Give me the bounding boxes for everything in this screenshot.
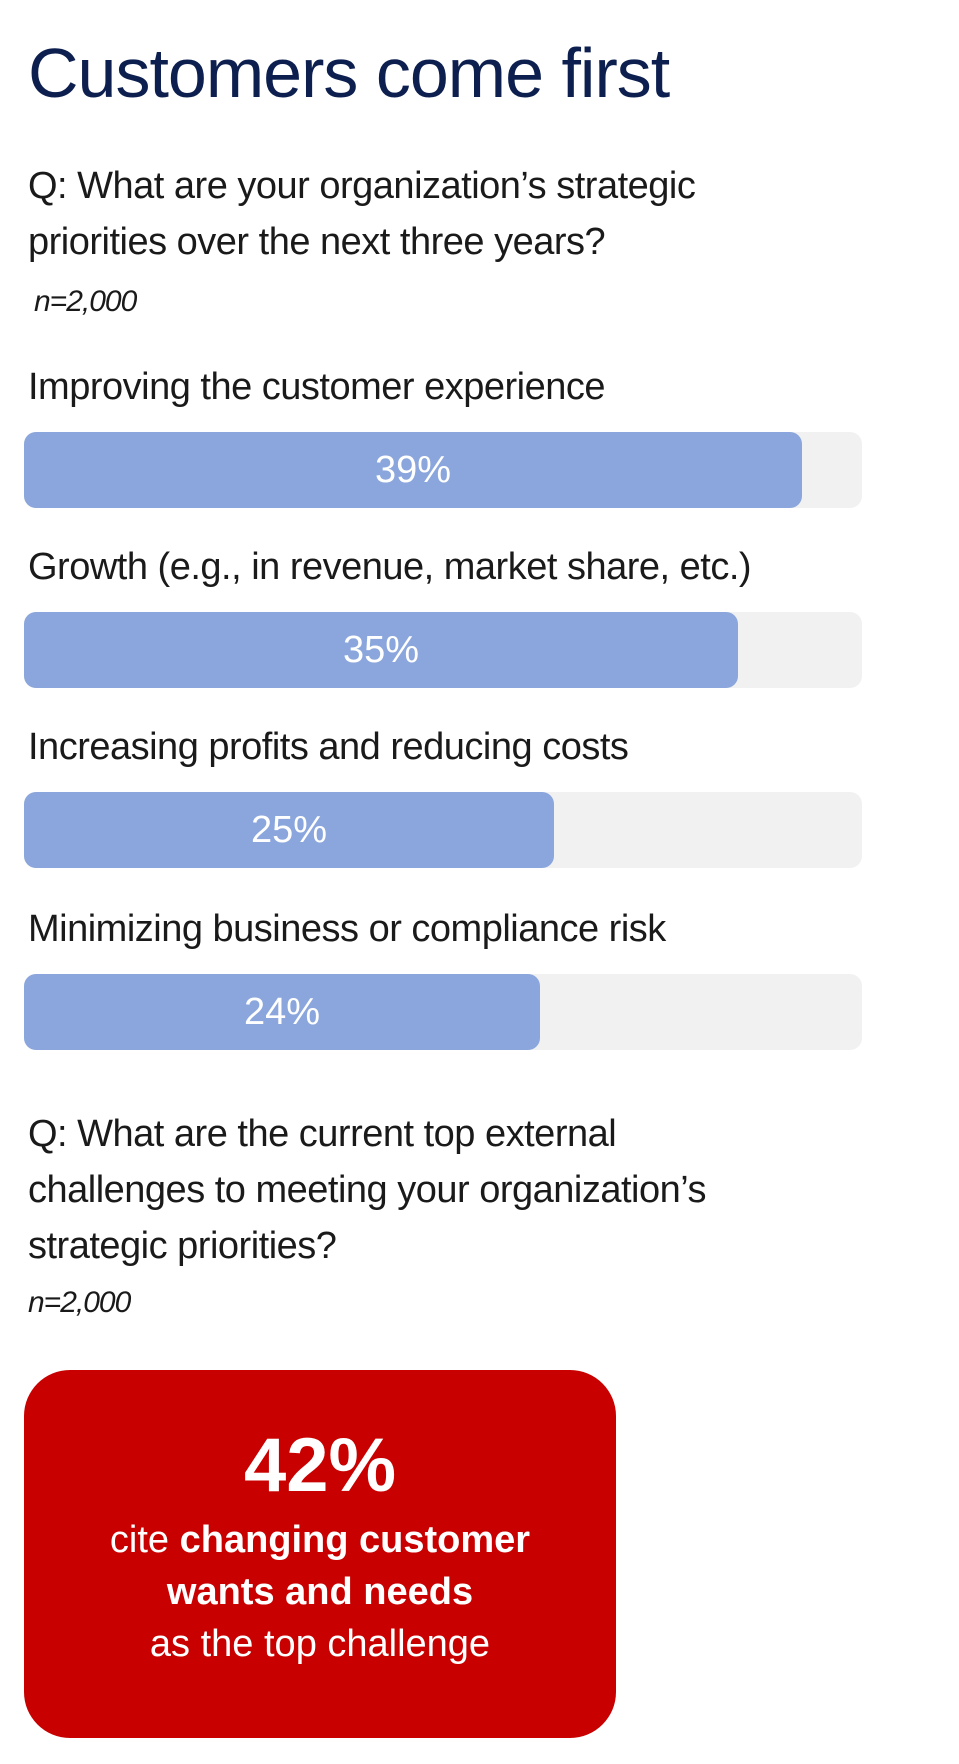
bar-value: 25% [250, 808, 328, 851]
bar-track: 35% [24, 612, 862, 688]
bar-fill: 24% [24, 974, 540, 1050]
question-1-line-2: priorities over the next three years? [28, 221, 606, 263]
bar-value: 39% [374, 448, 452, 491]
callout-bold-2: wants and needs [166, 1571, 474, 1613]
callout-line-1: cite changing customer [24, 1514, 616, 1566]
bar-track: 39% [24, 432, 862, 508]
bar-fill: 25% [24, 792, 554, 868]
callout-pre: cite [109, 1519, 180, 1561]
bar-label: Minimizing business or compliance risk [28, 908, 666, 950]
bar-label: Growth (e.g., in revenue, market share, … [28, 546, 752, 588]
question-2-line-3: strategic priorities? [28, 1225, 337, 1267]
sample-size-1: n=2,000 [34, 285, 137, 318]
bar-value: 24% [243, 990, 321, 1033]
question-2-line-1: Q: What are the current top external [28, 1113, 617, 1155]
question-2-line-2: challenges to meeting your organization’… [28, 1169, 707, 1211]
callout-line-3: as the top challenge [149, 1623, 491, 1665]
bar-track: 25% [24, 792, 862, 868]
question-1-line-1: Q: What are your organization’s strategi… [28, 165, 696, 207]
bar-label: Improving the customer experience [28, 366, 606, 408]
question-2: Q: What are the current top external cha… [28, 1106, 707, 1274]
callout-value: 42% [243, 1423, 397, 1508]
callout-bold-1: changing customer [179, 1519, 531, 1561]
bar-track: 24% [24, 974, 862, 1050]
highlight-callout: 42% cite changing customer wants and nee… [24, 1370, 616, 1738]
bar-fill: 35% [24, 612, 738, 688]
sample-size-2: n=2,000 [28, 1286, 131, 1319]
callout-line-2: wants and needs [24, 1566, 616, 1618]
bar-fill: 39% [24, 432, 802, 508]
bar-value: 35% [342, 628, 420, 671]
bar-label: Increasing profits and reducing costs [28, 726, 629, 768]
question-1: Q: What are your organization’s strategi… [28, 158, 696, 270]
page-title: Customers come first [28, 34, 670, 112]
